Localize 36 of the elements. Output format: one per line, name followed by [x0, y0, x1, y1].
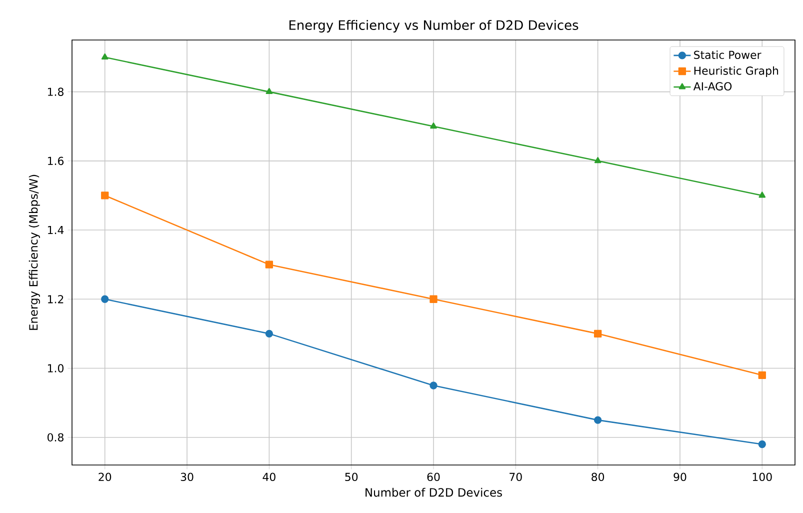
x-tick-label: 70 [510, 472, 522, 482]
point [430, 122, 437, 129]
point [594, 416, 602, 424]
legend-label: Heuristic Graph [694, 66, 778, 77]
x-tick-label: 100 [752, 472, 772, 482]
x-axis-title: Number of D2D Devices [366, 488, 502, 497]
point [101, 295, 109, 303]
y-axis-title: Energy Efficiency (Mbps/W) [28, 174, 40, 330]
x-tick-label: 40 [262, 472, 276, 482]
point [594, 330, 602, 338]
point [758, 371, 766, 379]
point [430, 382, 438, 390]
point [266, 88, 273, 94]
y-tick-label: 1.4 [48, 226, 64, 234]
point [758, 440, 766, 448]
point [101, 53, 108, 60]
point [594, 157, 602, 164]
point [101, 192, 109, 200]
legend-label: AI-AGO [693, 82, 732, 90]
y-tick-label: 1.0 [48, 364, 64, 372]
point [758, 192, 766, 198]
y-tick-label: 1.8 [48, 88, 64, 96]
y-tick-label: 0.8 [48, 433, 64, 442]
x-tick-label: 80 [592, 472, 604, 482]
x-tick-label: 30 [180, 472, 194, 482]
point [430, 295, 438, 303]
x-tick-label: 50 [345, 472, 358, 482]
x-tick-label: 20 [98, 472, 112, 482]
legend-label: Static Power [694, 50, 762, 60]
point [265, 260, 274, 268]
point [265, 330, 274, 338]
x-tick-label: 60 [427, 472, 440, 482]
chart-title: Energy Efficiency vs Number of D2D Devices [289, 20, 578, 32]
y-tick-label: 1.6 [48, 156, 64, 166]
y-tick-label: 1.2 [48, 295, 64, 304]
x-tick-label: 90 [674, 472, 686, 482]
